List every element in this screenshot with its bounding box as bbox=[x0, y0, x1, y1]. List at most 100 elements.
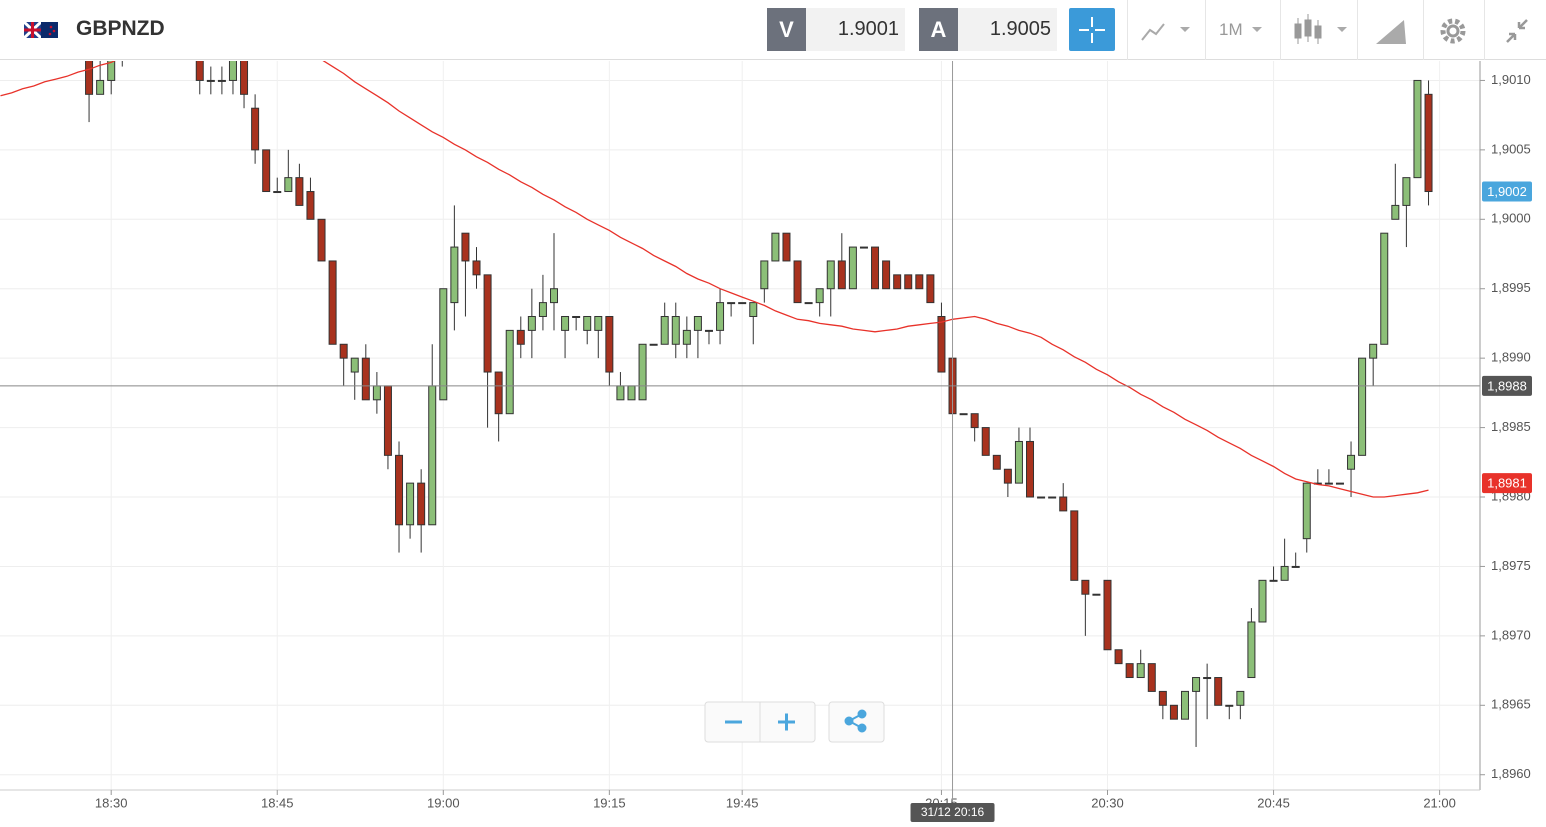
candle-body bbox=[306, 191, 315, 220]
candle-body bbox=[981, 427, 990, 456]
candle-body bbox=[848, 246, 857, 290]
chart-type-icon bbox=[1141, 23, 1190, 41]
candle-body bbox=[361, 357, 370, 401]
candle-body bbox=[383, 385, 392, 456]
candle-body bbox=[1136, 663, 1145, 679]
candle-body bbox=[616, 385, 625, 401]
candle-body bbox=[1103, 579, 1112, 651]
timeframe[interactable]: 1M bbox=[1219, 20, 1243, 39]
candle-body bbox=[1114, 649, 1123, 665]
ask-tag[interactable]: A bbox=[919, 8, 958, 51]
candle-body bbox=[970, 413, 979, 429]
collapse-button[interactable] bbox=[1484, 0, 1546, 60]
candle-body bbox=[1269, 579, 1278, 582]
candle-body bbox=[627, 385, 636, 401]
candle-body bbox=[262, 149, 271, 193]
candle-body bbox=[1180, 690, 1189, 720]
candle-body bbox=[815, 288, 824, 304]
x-tick-label: 20:30 bbox=[1091, 795, 1124, 810]
candle-body bbox=[350, 357, 359, 373]
candle-body bbox=[649, 343, 658, 346]
crosshair-button[interactable] bbox=[1069, 8, 1115, 51]
candle-body bbox=[937, 315, 946, 373]
bid-tag[interactable]: V bbox=[767, 8, 806, 51]
candle-body bbox=[1236, 690, 1245, 706]
candle-body bbox=[583, 315, 592, 331]
ask-price[interactable]: 1.9005 bbox=[958, 8, 1057, 51]
candle-body bbox=[538, 302, 547, 317]
y-tick-label: 1,9005 bbox=[1491, 141, 1531, 156]
candle-body bbox=[1258, 579, 1267, 623]
candle-body bbox=[1092, 593, 1101, 596]
candle-body bbox=[450, 246, 459, 304]
candle-body bbox=[837, 260, 846, 290]
crosshair-time-box bbox=[910, 803, 995, 822]
grid bbox=[0, 61, 1480, 790]
candle-body bbox=[1026, 440, 1035, 498]
candle-body bbox=[317, 218, 326, 262]
candle-body bbox=[1070, 510, 1079, 581]
candle-body bbox=[660, 315, 669, 345]
candle-body bbox=[1214, 677, 1223, 706]
candle-body bbox=[494, 371, 503, 415]
y-tick-label: 1,8965 bbox=[1491, 697, 1531, 712]
last-price-label: 1,9002 bbox=[1487, 184, 1527, 199]
candle-body bbox=[793, 260, 802, 304]
settings-button[interactable] bbox=[1423, 0, 1485, 60]
candle-body bbox=[704, 329, 713, 332]
candle-body bbox=[206, 79, 215, 82]
candle-body bbox=[251, 107, 260, 151]
bid-price[interactable]: 1.9001 bbox=[806, 8, 905, 51]
candle-body bbox=[1402, 177, 1411, 206]
candle-body bbox=[738, 302, 747, 305]
candles-button[interactable] bbox=[1280, 0, 1358, 60]
chart-type-button[interactable] bbox=[1127, 0, 1206, 60]
x-tick-label: 21:00 bbox=[1423, 795, 1456, 810]
share-icon[interactable] bbox=[844, 709, 867, 733]
candle-body bbox=[516, 329, 525, 345]
x-tick-label: 19:15 bbox=[593, 795, 626, 810]
candle-body bbox=[926, 274, 935, 304]
candle-body bbox=[85, 61, 94, 95]
candle-body bbox=[693, 315, 702, 331]
x-tick-label: 19:00 bbox=[427, 795, 460, 810]
timeframe-button[interactable] bbox=[1205, 0, 1271, 60]
candle-body bbox=[483, 274, 492, 373]
candle-body bbox=[727, 302, 736, 305]
candle-body bbox=[749, 302, 758, 317]
crosshair-icon bbox=[1079, 17, 1105, 43]
dropdown-icon bbox=[1252, 27, 1262, 32]
candle-body bbox=[195, 61, 204, 81]
candle-body bbox=[284, 177, 293, 193]
candle-body bbox=[1380, 232, 1389, 345]
ma-price-box bbox=[1482, 473, 1532, 494]
candle-body bbox=[1192, 677, 1201, 692]
candle-body bbox=[439, 288, 448, 401]
candle-body bbox=[96, 79, 105, 95]
candle-body bbox=[505, 329, 514, 415]
candle-body bbox=[605, 315, 614, 373]
candle-body bbox=[273, 191, 282, 194]
share-button[interactable] bbox=[828, 701, 885, 743]
candle-body bbox=[1291, 565, 1300, 568]
candle-body bbox=[1125, 663, 1134, 679]
candle-body bbox=[472, 260, 481, 276]
draw-button[interactable] bbox=[1357, 0, 1424, 60]
y-tick-label: 1,8990 bbox=[1491, 350, 1531, 365]
candle-body bbox=[1169, 704, 1178, 720]
candle-body bbox=[1014, 440, 1023, 484]
candle-body bbox=[217, 79, 226, 82]
candle-body bbox=[339, 343, 348, 359]
candle-body bbox=[782, 232, 791, 262]
candle-body bbox=[1147, 663, 1156, 692]
candle-body bbox=[1391, 204, 1400, 220]
candle-body bbox=[428, 385, 437, 526]
candle-body bbox=[882, 260, 891, 290]
candle-body bbox=[1203, 677, 1212, 680]
candle-body bbox=[527, 315, 536, 331]
candle-body bbox=[395, 454, 404, 526]
candle-body bbox=[1413, 79, 1422, 179]
candle-body bbox=[572, 315, 581, 318]
ma-price-label: 1,8981 bbox=[1487, 476, 1527, 491]
